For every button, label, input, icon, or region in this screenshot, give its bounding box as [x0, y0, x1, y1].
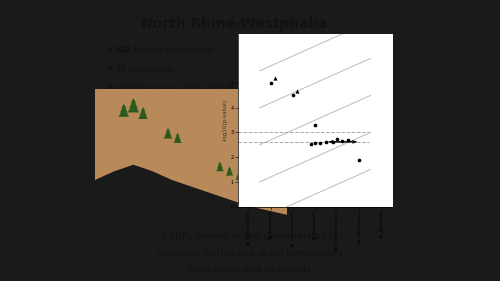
Y-axis label: -log10(p-value): -log10(p-value) — [222, 99, 228, 141]
Polygon shape — [218, 162, 222, 165]
Text: ▪: ▪ — [108, 122, 112, 128]
Polygon shape — [176, 133, 180, 137]
Point — [344, 138, 352, 142]
Text: ▪: ▪ — [108, 65, 112, 71]
Text: populations: populations — [126, 65, 174, 74]
Legend: BVPassoc (FDR), Renv2 (LS), Renv (MCMC): BVPassoc (FDR), Renv2 (LS), Renv (MCMC) — [240, 0, 280, 2]
Polygon shape — [236, 172, 242, 177]
Point — [329, 140, 337, 145]
Polygon shape — [128, 102, 139, 112]
Point — [306, 142, 314, 146]
Text: ▪: ▪ — [108, 84, 112, 90]
Text: 6 SNPs located in four genes related to: 6 SNPs located in four genes related to — [162, 232, 338, 241]
Polygon shape — [226, 169, 233, 176]
Polygon shape — [165, 129, 172, 135]
Polygon shape — [236, 173, 243, 180]
Polygon shape — [166, 128, 170, 132]
Polygon shape — [262, 186, 266, 191]
Text: 96: 96 — [115, 122, 126, 131]
Text: Healthy and damaged trees: Healthy and damaged trees — [115, 103, 222, 112]
Point — [271, 76, 279, 80]
Text: 10: 10 — [115, 65, 126, 74]
Point — [338, 139, 345, 143]
Text: Norway spruce trees: Norway spruce trees — [132, 46, 214, 55]
Polygon shape — [95, 89, 287, 210]
Polygon shape — [272, 189, 276, 192]
Point — [333, 136, 341, 141]
Polygon shape — [217, 163, 223, 168]
Point — [311, 141, 319, 146]
Text: SNP markers: SNP markers — [126, 122, 178, 131]
Point — [356, 157, 364, 162]
Polygon shape — [130, 98, 136, 103]
Polygon shape — [261, 187, 268, 193]
Polygon shape — [95, 89, 287, 215]
Polygon shape — [216, 164, 224, 171]
Text: circadian rhythm and redox homeostasis: circadian rhythm and redox homeostasis — [158, 249, 342, 258]
Polygon shape — [228, 167, 232, 170]
Polygon shape — [95, 89, 287, 204]
Text: ▪: ▪ — [108, 103, 112, 109]
Polygon shape — [262, 185, 266, 188]
Polygon shape — [164, 131, 172, 139]
Polygon shape — [140, 109, 146, 115]
Point — [322, 140, 330, 145]
Polygon shape — [174, 134, 180, 140]
Text: 568: 568 — [115, 46, 131, 55]
Point — [316, 140, 324, 145]
Polygon shape — [129, 100, 138, 108]
Polygon shape — [282, 194, 285, 197]
Polygon shape — [238, 171, 241, 174]
Polygon shape — [272, 191, 276, 195]
Polygon shape — [140, 107, 145, 111]
Point — [289, 93, 297, 98]
Text: Altitudinal range: 390 – 525 m asl: Altitudinal range: 390 – 525 m asl — [115, 84, 246, 93]
Text: North Rhine-Westphalia: North Rhine-Westphalia — [142, 17, 328, 31]
Point — [267, 81, 275, 85]
Polygon shape — [138, 110, 148, 119]
Point — [311, 123, 319, 127]
Text: ▪: ▪ — [108, 46, 112, 52]
Polygon shape — [120, 105, 128, 113]
Polygon shape — [270, 192, 277, 197]
Polygon shape — [281, 195, 285, 199]
Polygon shape — [174, 136, 182, 143]
Polygon shape — [227, 168, 232, 173]
Text: were associated to altitude: were associated to altitude — [188, 265, 312, 274]
Polygon shape — [280, 196, 286, 202]
Point — [294, 88, 302, 93]
Polygon shape — [118, 107, 129, 117]
Polygon shape — [121, 104, 126, 108]
